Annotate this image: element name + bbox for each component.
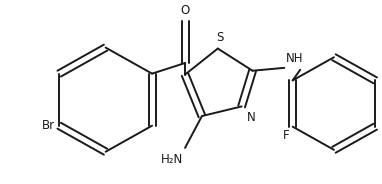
Text: F: F bbox=[283, 129, 290, 142]
Text: Br: Br bbox=[42, 119, 55, 132]
Text: NH: NH bbox=[286, 52, 304, 65]
Text: H₂N: H₂N bbox=[161, 153, 183, 166]
Text: S: S bbox=[216, 31, 223, 44]
Text: N: N bbox=[247, 111, 255, 124]
Text: O: O bbox=[180, 4, 190, 17]
